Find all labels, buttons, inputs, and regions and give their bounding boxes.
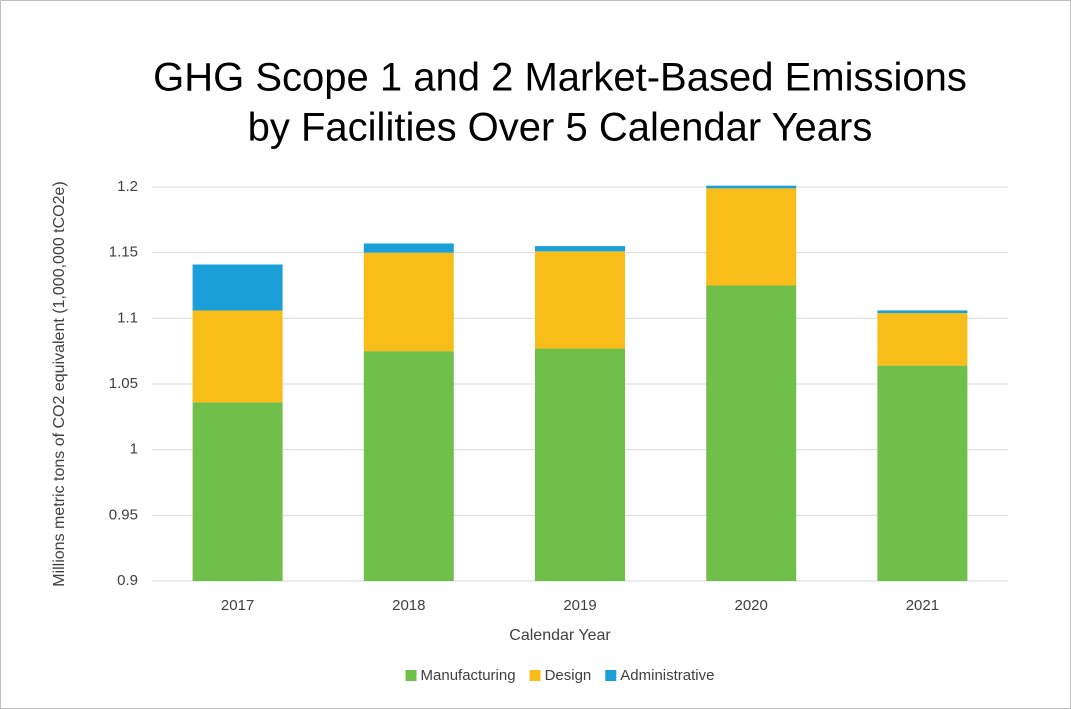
y-tick-label: 1.15 bbox=[109, 244, 138, 261]
bar-segment bbox=[877, 365, 968, 581]
y-tick-label: 1.05 bbox=[109, 375, 138, 392]
bar-segment bbox=[363, 351, 454, 581]
y-tick-label: 1 bbox=[130, 441, 138, 458]
y-axis-label: Millions metric tons of CO2 equivalent (… bbox=[51, 181, 68, 587]
x-tick-label: 2018 bbox=[392, 597, 425, 614]
bar-segment bbox=[706, 285, 797, 581]
bar-segment bbox=[706, 185, 797, 189]
legend-label: Manufacturing bbox=[421, 667, 516, 684]
bar-segment bbox=[192, 310, 283, 403]
legend-label: Administrative bbox=[620, 667, 714, 684]
x-axis-label: Calendar Year bbox=[509, 627, 611, 644]
bar-segment bbox=[363, 243, 454, 253]
bar-segment bbox=[192, 264, 283, 311]
y-tick-label: 0.95 bbox=[109, 506, 138, 523]
bar-segment bbox=[877, 310, 968, 314]
bar-segment bbox=[363, 252, 454, 352]
x-tick-label: 2020 bbox=[735, 597, 768, 614]
legend-swatch bbox=[605, 670, 617, 681]
y-tick-label: 1.2 bbox=[117, 178, 138, 195]
y-tick-label: 0.9 bbox=[117, 572, 138, 589]
x-tick-label: 2021 bbox=[906, 597, 939, 614]
bar-segment bbox=[535, 246, 625, 252]
y-tick-label: 1.1 bbox=[117, 309, 138, 326]
bar-segment bbox=[192, 402, 283, 581]
bar-segment bbox=[535, 251, 625, 349]
bar-segment bbox=[706, 188, 797, 286]
legend-swatch bbox=[405, 670, 417, 681]
bar-segment bbox=[535, 348, 625, 581]
legend-label: Design bbox=[545, 667, 592, 684]
chart-title: by Facilities Over 5 Calendar Years bbox=[248, 106, 873, 150]
bar-segment bbox=[877, 313, 968, 366]
x-tick-label: 2017 bbox=[221, 597, 254, 614]
legend-swatch bbox=[529, 670, 541, 681]
chart-title: GHG Scope 1 and 2 Market-Based Emissions bbox=[153, 56, 967, 100]
x-tick-label: 2019 bbox=[563, 597, 596, 614]
